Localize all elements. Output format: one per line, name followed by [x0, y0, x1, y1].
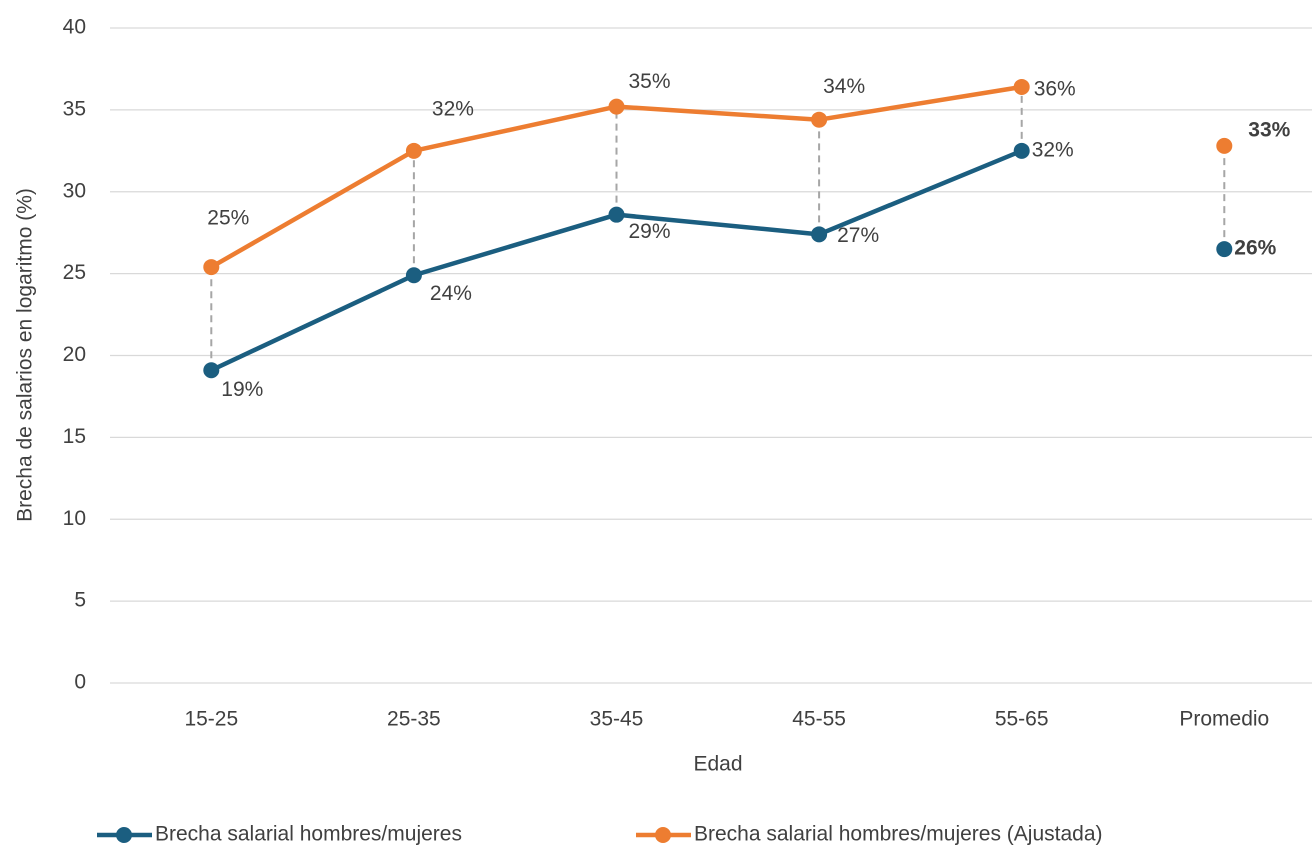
- data-label: 24%: [430, 282, 472, 305]
- data-point: [405, 267, 422, 284]
- x-tick-label: 25-35: [387, 708, 441, 731]
- legend-label: Brecha salarial hombres/mujeres (Ajustad…: [694, 823, 1103, 846]
- y-tick-label: 5: [74, 589, 86, 612]
- data-point: [1013, 78, 1030, 95]
- x-tick-label: 45-55: [792, 708, 846, 731]
- data-point: [203, 362, 220, 379]
- y-tick-label: 30: [63, 179, 86, 202]
- x-tick-label: 35-45: [590, 708, 644, 731]
- data-label: 29%: [629, 220, 671, 243]
- data-point: [811, 226, 828, 243]
- legend-label: Brecha salarial hombres/mujeres: [155, 823, 462, 846]
- data-point: [203, 259, 220, 276]
- data-point: [1013, 142, 1030, 159]
- data-point: [1216, 137, 1233, 154]
- data-label: 26%: [1234, 237, 1276, 260]
- data-label: 36%: [1034, 77, 1076, 100]
- data-label: 33%: [1248, 118, 1290, 141]
- y-tick-label: 35: [63, 97, 86, 120]
- legend-marker: [116, 827, 132, 843]
- data-point: [608, 206, 625, 223]
- data-point: [405, 142, 422, 159]
- data-label: 25%: [207, 207, 249, 230]
- data-label: 19%: [221, 378, 263, 401]
- x-tick-label: Promedio: [1179, 708, 1269, 731]
- y-axis-title: Brecha de salarios en logaritmo (%): [14, 188, 37, 522]
- data-label: 35%: [629, 70, 671, 93]
- x-tick-label: 55-65: [995, 708, 1049, 731]
- data-point: [608, 98, 625, 115]
- y-tick-label: 10: [63, 507, 86, 530]
- y-tick-label: 0: [74, 671, 86, 694]
- x-axis-title: Edad: [693, 753, 742, 776]
- y-tick-label: 20: [63, 343, 86, 366]
- x-tick-label: 15-25: [184, 708, 238, 731]
- legend-marker: [655, 827, 671, 843]
- data-label: 34%: [823, 75, 865, 98]
- data-label: 27%: [837, 224, 879, 247]
- y-tick-label: 15: [63, 425, 86, 448]
- data-label: 32%: [432, 97, 474, 120]
- data-point: [811, 111, 828, 128]
- data-label: 32%: [1032, 138, 1074, 161]
- y-tick-label: 25: [63, 261, 86, 284]
- y-tick-label: 40: [63, 16, 86, 39]
- data-point: [1216, 241, 1233, 258]
